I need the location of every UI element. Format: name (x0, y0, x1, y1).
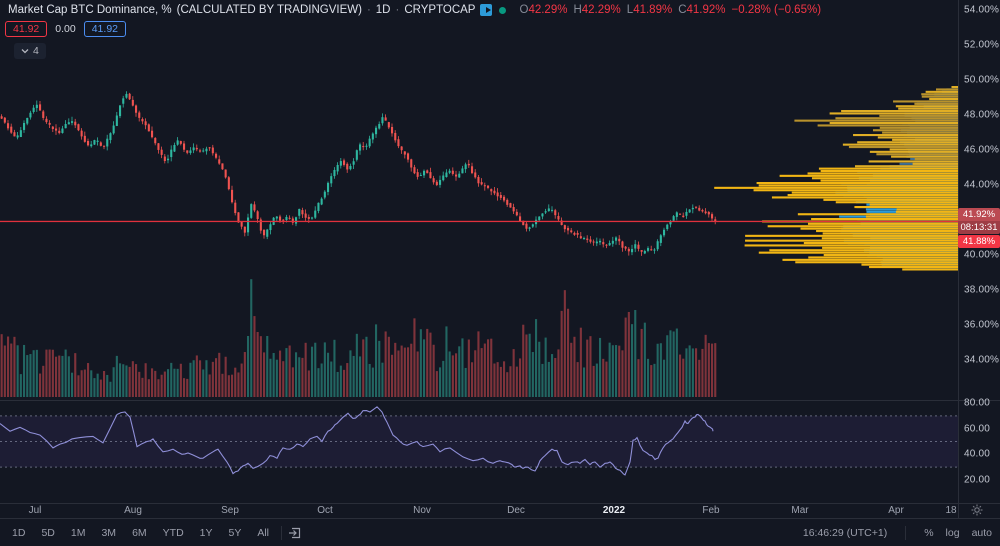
price-axis-label: 44.00% (964, 179, 1000, 191)
range-button-3m[interactable]: 3M (101, 526, 117, 539)
clock[interactable]: 16:46:29 (UTC+1) (802, 526, 888, 539)
range-button-1y[interactable]: 1Y (199, 526, 213, 539)
time-axis-label: Apr (888, 505, 904, 516)
high-value: 42.29% (581, 4, 621, 16)
price-axis-label: 80.00 (964, 397, 991, 409)
range-button-1m[interactable]: 1M (70, 526, 86, 539)
time-axis-label: Dec (507, 505, 525, 516)
interval-label[interactable]: 1D (375, 4, 391, 16)
drawing-price-axis-label: 41.92% (958, 208, 1000, 221)
symbol-subtitle: (CALCULATED BY TRADINGVIEW) (176, 4, 362, 16)
time-axis[interactable]: Jul Aug Sep Oct Nov Dec 2022 Feb Mar Apr 18 (0, 504, 1000, 518)
chart-legend[interactable]: Market Cap BTC Dominance, % (CALCULATED … (8, 4, 821, 16)
time-axis-label: 2022 (602, 505, 626, 516)
pane-separator-rsi-timeaxis (0, 503, 1000, 504)
high-label: H (573, 4, 582, 16)
range-button-6m[interactable]: 6M (132, 526, 147, 539)
close-value: 41.92% (686, 4, 726, 16)
time-axis-label: Jul (28, 505, 42, 516)
range-button-all[interactable]: All (257, 526, 270, 539)
time-axis-label: Feb (702, 505, 720, 516)
price-axis-label: 50.00% (964, 74, 1000, 86)
object-count: 4 (33, 45, 39, 57)
price-axis-label: 20.00 (964, 474, 991, 486)
time-axis-label: Nov (413, 505, 431, 516)
close-label: C (678, 4, 687, 16)
low-value: 41.89% (633, 4, 673, 16)
price-axis-separator (958, 0, 959, 518)
axis-settings-gear-icon[interactable] (971, 504, 983, 519)
ohlc-values: O42.29% H42.29% L41.89% C41.92% −0.28% (… (519, 4, 821, 16)
go-to-date-icon[interactable] (288, 526, 302, 540)
low-label: L (626, 4, 634, 16)
date-range-buttons: 1D 5D 1M 3M 6M YTD 1Y 5Y All (6, 525, 275, 541)
range-button-5y[interactable]: 5Y (228, 526, 242, 539)
range-button-5d[interactable]: 5D (41, 526, 55, 539)
log-scale-button[interactable]: log (945, 526, 960, 539)
price-axis-label: 54.00% (964, 4, 1000, 16)
indicator-zero-value[interactable]: 0.00 (55, 23, 76, 35)
cryptocap-logo-icon (480, 4, 493, 16)
price-axis-label: 38.00% (964, 284, 1000, 296)
percent-scale-button[interactable]: % (924, 526, 934, 539)
time-axis-label: 18 (945, 505, 957, 516)
toolbar-divider (905, 525, 907, 540)
time-axis-label: Sep (221, 505, 239, 516)
auto-scale-button[interactable]: auto (971, 526, 992, 539)
time-axis-label: Oct (317, 505, 333, 516)
candlestick-chart[interactable] (0, 0, 958, 503)
open-value: 42.29% (528, 4, 568, 16)
drawing-price-badge-red[interactable]: 41.92 (5, 21, 48, 37)
symbol-title[interactable]: Market Cap BTC Dominance, % (8, 4, 172, 16)
market-status-icon[interactable] (499, 6, 507, 14)
open-label: O (519, 4, 529, 16)
price-axis-label: 48.00% (964, 109, 1000, 121)
exchange-label: CRYPTOCAP (404, 4, 476, 16)
bar-countdown-label: 08:13:31 (958, 221, 1000, 234)
toolbar-divider (281, 525, 283, 540)
separator-dot: · (395, 4, 400, 16)
pane-separator-main-rsi[interactable] (0, 400, 1000, 401)
last-price-axis-label: 41.88% (958, 235, 1000, 248)
bottom-toolbar: 1D 5D 1M 3M 6M YTD 1Y 5Y All 16:46:29 (UTC+1) % … (0, 519, 1000, 546)
toolbar-top-border (0, 518, 1000, 519)
separator-dot: · (366, 4, 371, 16)
chevron-down-icon (21, 49, 29, 54)
time-axis-label: Aug (124, 505, 142, 516)
price-axis-label: 52.00% (964, 39, 1000, 51)
change-value: −0.28% (−0.65%) (731, 4, 822, 16)
range-button-ytd[interactable]: YTD (162, 526, 184, 539)
range-button-1d[interactable]: 1D (12, 526, 26, 539)
price-axis-label: 36.00% (964, 319, 1000, 331)
price-axis-label: 40.00 (964, 448, 991, 460)
drawing-price-badge-blue[interactable]: 41.92 (83, 21, 126, 37)
object-tree-collapse-button[interactable]: 4 (14, 43, 46, 59)
price-axis-label: 46.00% (964, 144, 1000, 156)
price-axis-label: 34.00% (964, 354, 1000, 366)
time-axis-label: Mar (791, 505, 809, 516)
price-axis-label: 40.00% (964, 249, 1000, 261)
price-axis-label: 60.00 (964, 423, 991, 435)
price-axis[interactable]: 41.92% 08:13:31 41.88% 54.00% 52.00% 50.00… (958, 0, 1000, 503)
